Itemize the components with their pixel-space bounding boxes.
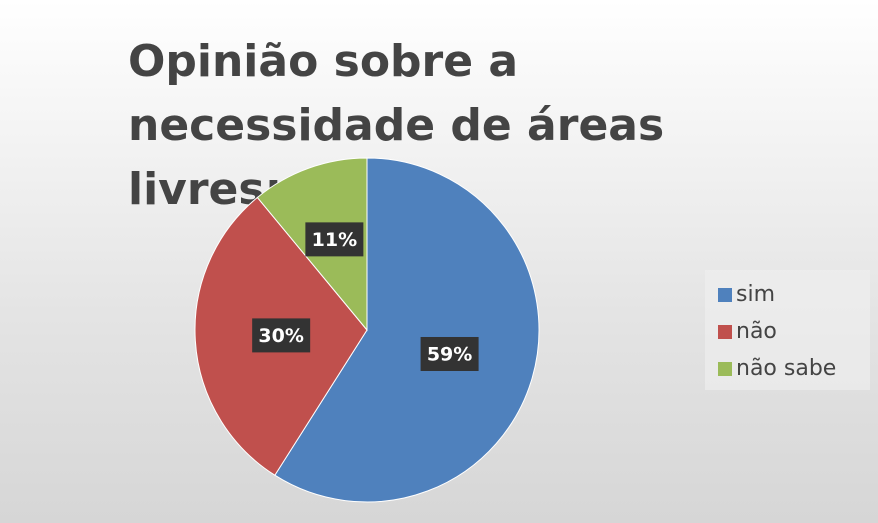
chart-title: Opinião sobre a necessidade de áreas liv…: [128, 36, 680, 215]
legend-label: sim: [736, 282, 775, 307]
data-label-box: [420, 336, 479, 371]
legend-background: [705, 270, 870, 390]
pie-slice: [274, 157, 540, 503]
data-label-box: [305, 222, 364, 257]
legend-label: não: [736, 319, 777, 344]
data-label: 30%: [258, 325, 303, 347]
data-label-box: [252, 318, 311, 353]
legend-swatch: [718, 288, 732, 302]
legend-label: não sabe: [736, 356, 836, 381]
data-label: 59%: [427, 343, 472, 365]
legend-swatch: [718, 362, 732, 376]
legend-swatch: [718, 325, 732, 339]
data-label: 11%: [312, 229, 357, 251]
